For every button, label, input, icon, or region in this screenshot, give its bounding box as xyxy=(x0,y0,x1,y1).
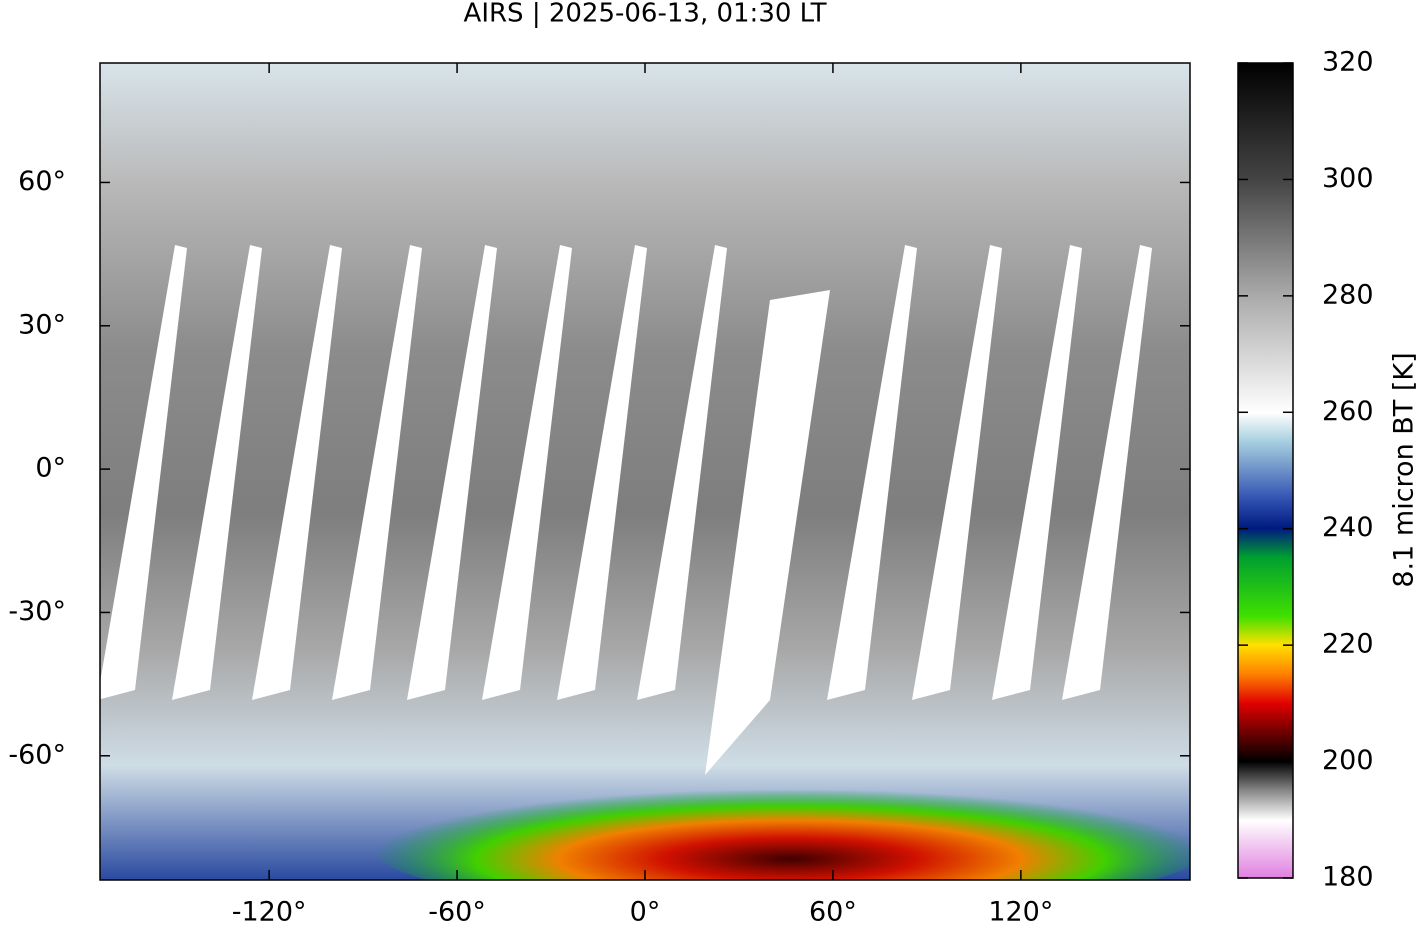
y-tick-label: 30° xyxy=(18,309,66,340)
title: AIRS | 2025-06-13, 01:30 LT xyxy=(464,0,827,29)
y-tick-label: 60° xyxy=(18,166,66,197)
data-gap-swath xyxy=(1062,245,1152,700)
colorbar xyxy=(1237,62,1294,879)
data-gap-swath xyxy=(332,245,422,700)
data-gap-swath xyxy=(557,245,647,700)
data-gap-swath xyxy=(252,245,342,700)
colorbar-tick-label: 320 xyxy=(1322,47,1374,78)
data-gap-swath xyxy=(637,245,727,700)
data-gap-swath xyxy=(912,245,1002,700)
colorbar-tick-label: 200 xyxy=(1322,745,1374,776)
map-imagery xyxy=(100,63,1190,880)
x-tick-label: 0° xyxy=(630,897,661,928)
x-tick-label: 60° xyxy=(809,897,857,928)
x-tick-label: -60° xyxy=(428,897,486,928)
colorbar-tick-label: 300 xyxy=(1322,163,1374,194)
colorbar-tick-label: 220 xyxy=(1322,629,1374,660)
data-gap-swath xyxy=(705,290,830,775)
colorbar-tick-label: 180 xyxy=(1322,862,1374,893)
data-gap-swath xyxy=(172,245,262,700)
y-tick-label: -60° xyxy=(8,739,66,770)
data-gap-swath xyxy=(482,245,572,700)
x-tick-label: -120° xyxy=(232,897,307,928)
y-tick-label: -30° xyxy=(8,596,66,627)
data-gap-swath xyxy=(407,245,497,700)
y-tick-label: 0° xyxy=(35,453,66,484)
data-gap-swath xyxy=(100,245,187,700)
colorbar-label: 8.1 micron BT [K] xyxy=(1389,352,1420,587)
data-gap-swath xyxy=(992,245,1082,700)
colorbar-tick-label: 280 xyxy=(1322,279,1374,310)
colorbar-tick-label: 240 xyxy=(1322,512,1374,543)
x-tick-label: 120° xyxy=(988,897,1053,928)
data-gap-swath xyxy=(827,245,917,700)
colorbar-tick-label: 260 xyxy=(1322,396,1374,427)
